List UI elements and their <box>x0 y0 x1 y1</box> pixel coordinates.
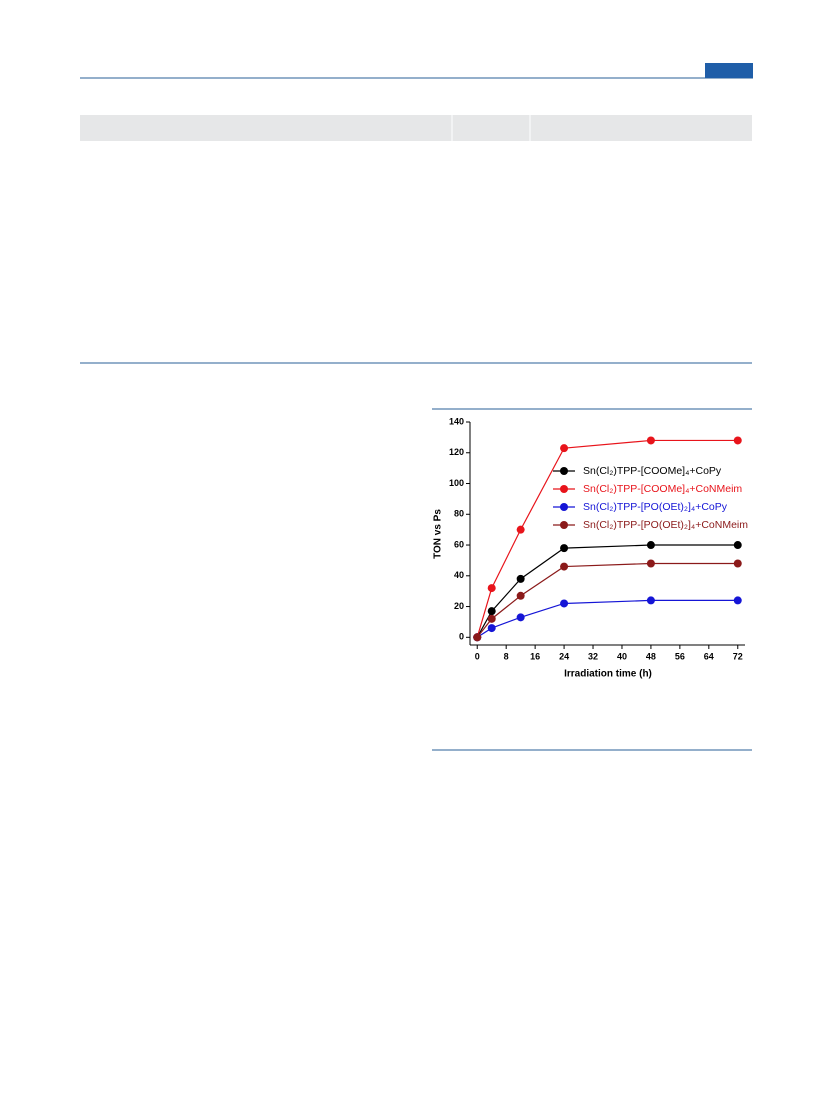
x-tick-label: 8 <box>504 651 509 661</box>
x-tick-label: 72 <box>733 651 743 661</box>
x-tick-label: 64 <box>704 651 714 661</box>
series-line <box>476 439 738 638</box>
data-point <box>516 591 525 600</box>
header-tab <box>705 63 753 78</box>
y-tick-label: 40 <box>454 570 464 580</box>
data-point <box>516 574 525 583</box>
legend-label: Sn(Cl₂)TPP-[PO(OEt)₂]₄+CoPy <box>583 501 728 513</box>
legend-marker <box>560 521 568 529</box>
data-point <box>646 541 655 550</box>
y-tick-label: 60 <box>454 539 464 549</box>
x-tick-label: 40 <box>617 651 627 661</box>
data-point <box>487 584 496 593</box>
legend-label: Sn(Cl₂)TPP-[COOMe]₄+CoPy <box>583 465 722 477</box>
data-point <box>733 541 742 550</box>
data-point <box>646 596 655 605</box>
legend-label: Sn(Cl₂)TPP-[COOMe]₄+CoNMeim <box>583 483 742 495</box>
data-point <box>733 436 742 445</box>
y-tick-label: 80 <box>454 509 464 519</box>
data-point <box>516 613 525 622</box>
x-tick-label: 0 <box>475 651 480 661</box>
y-tick-label: 0 <box>459 632 464 642</box>
data-point <box>646 559 655 568</box>
x-tick-label: 24 <box>559 651 569 661</box>
data-point <box>516 525 525 534</box>
series-line <box>476 599 738 638</box>
legend-marker <box>560 485 568 493</box>
data-point <box>560 544 569 553</box>
table-header <box>80 115 752 141</box>
x-tick-label: 16 <box>530 651 540 661</box>
y-tick-label: 140 <box>449 416 464 426</box>
data-point <box>560 562 569 571</box>
legend-marker <box>560 503 568 511</box>
data-point <box>560 599 569 608</box>
data-point <box>560 444 569 453</box>
data-point <box>646 436 655 445</box>
legend-label: Sn(Cl₂)TPP-[PO(OEt)₂]₄+CoNMeim <box>583 519 748 531</box>
x-tick-label: 56 <box>675 651 685 661</box>
data-point <box>487 624 496 633</box>
data-point <box>733 596 742 605</box>
x-tick-label: 48 <box>646 651 656 661</box>
y-tick-label: 100 <box>449 478 464 488</box>
y-tick-label: 20 <box>454 601 464 611</box>
data-point <box>473 633 482 642</box>
data-point <box>487 607 496 616</box>
data-point <box>733 559 742 568</box>
x-tick-label: 32 <box>588 651 598 661</box>
y-axis-title: TON vs Ps <box>433 509 444 559</box>
legend-marker <box>560 467 568 475</box>
y-tick-label: 120 <box>449 447 464 457</box>
x-axis-title: Irradiation time (h) <box>564 669 652 680</box>
series-line <box>476 544 738 638</box>
data-point <box>487 614 496 623</box>
